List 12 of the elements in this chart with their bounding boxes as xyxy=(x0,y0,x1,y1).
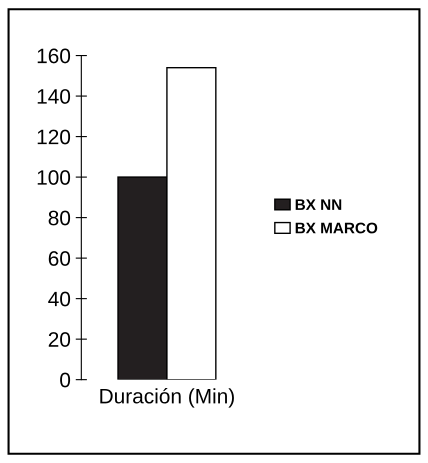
y-tick-label: 20 xyxy=(48,332,70,347)
y-tick-label: 40 xyxy=(48,292,70,306)
y-tick-label: 120 xyxy=(38,130,70,144)
y-tick-label: 60 xyxy=(48,251,70,266)
legend-label: BX MARCO xyxy=(296,222,378,234)
y-tick-label: 160 xyxy=(38,48,70,64)
y-tick-label: 140 xyxy=(38,89,70,104)
legend-label: BX NN xyxy=(296,199,342,210)
x-tick-label: Duración (Min) xyxy=(100,388,234,408)
y-tick-label: 80 xyxy=(48,210,70,226)
y-tick-label: 0 xyxy=(60,372,70,388)
y-tick-label: 100 xyxy=(38,170,70,185)
